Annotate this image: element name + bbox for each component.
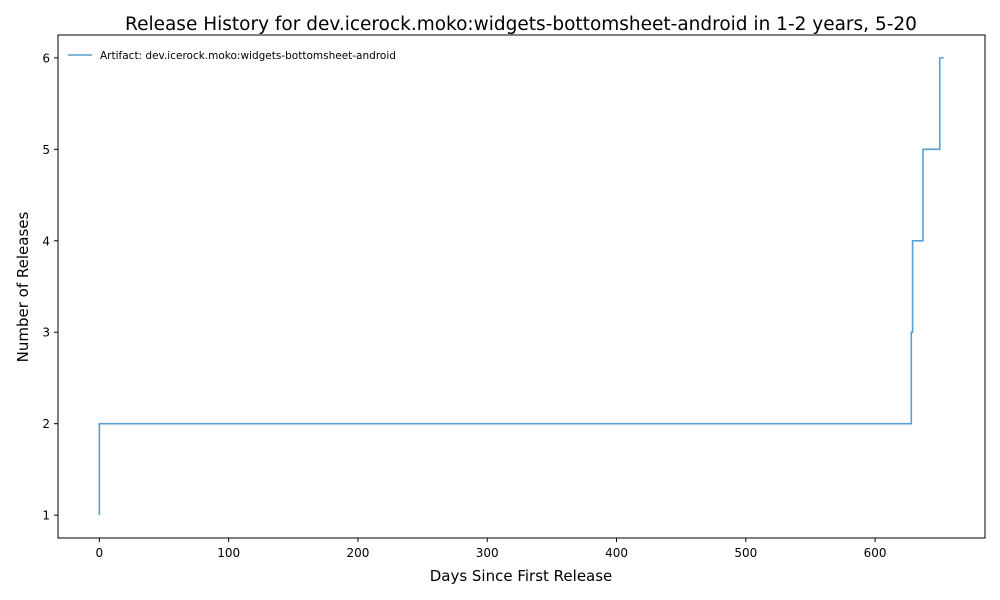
x-tick-label: 400	[605, 546, 628, 560]
series-line-0	[98, 57, 944, 516]
y-tick-label: 4	[42, 234, 50, 248]
y-axis: 1 2 3 4 5 6	[42, 51, 58, 523]
x-tick-label: 500	[734, 546, 757, 560]
legend: Artifact: dev.icerock.moko:widgets-botto…	[68, 50, 396, 62]
x-tick-label: 600	[864, 546, 887, 560]
x-axis: 0 100 200 300 400 500 600	[96, 538, 887, 560]
x-tick-label: 100	[217, 546, 240, 560]
x-tick-label: 0	[96, 546, 104, 560]
y-tick-label: 2	[42, 417, 50, 431]
y-tick-label: 1	[42, 509, 50, 523]
x-axis-label: Days Since First Release	[430, 567, 613, 585]
x-tick-label: 200	[346, 546, 369, 560]
x-tick-label: 300	[476, 546, 499, 560]
y-axis-label: Number of Releases	[14, 211, 32, 362]
y-tick-label: 3	[42, 326, 50, 340]
chart-title: Release History for dev.icerock.moko:wid…	[125, 14, 917, 35]
y-tick-label: 5	[42, 143, 50, 157]
series-layer	[98, 57, 944, 516]
legend-label: Artifact: dev.icerock.moko:widgets-botto…	[100, 50, 396, 62]
plot-area	[57, 34, 986, 539]
y-tick-label: 6	[42, 51, 50, 65]
